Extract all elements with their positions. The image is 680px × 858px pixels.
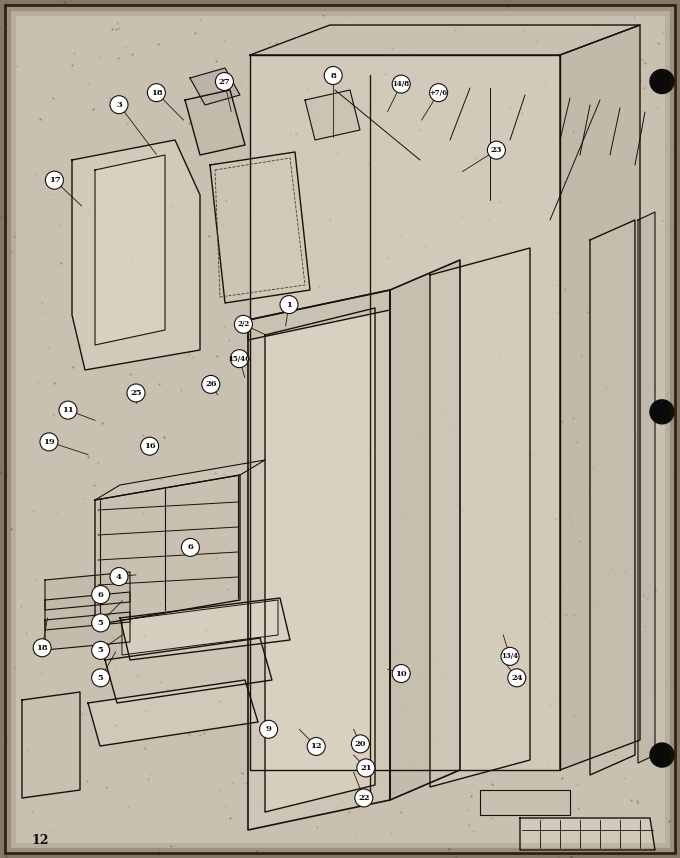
Circle shape	[59, 402, 77, 419]
Polygon shape	[45, 572, 130, 610]
Text: 8: 8	[330, 71, 336, 80]
Text: 9: 9	[266, 725, 271, 734]
Circle shape	[141, 438, 158, 455]
Circle shape	[92, 669, 109, 686]
Polygon shape	[390, 260, 460, 800]
Text: 17: 17	[48, 176, 61, 184]
Polygon shape	[95, 475, 240, 625]
Text: 10: 10	[395, 669, 407, 678]
Polygon shape	[95, 460, 265, 500]
Polygon shape	[105, 638, 272, 703]
Text: 6: 6	[98, 590, 103, 599]
Text: 4: 4	[116, 572, 122, 581]
Polygon shape	[120, 598, 290, 660]
Text: 5: 5	[98, 619, 103, 627]
Text: 5: 5	[98, 646, 103, 655]
Circle shape	[650, 69, 674, 94]
Circle shape	[501, 648, 519, 665]
Circle shape	[392, 76, 410, 93]
Polygon shape	[122, 600, 278, 655]
Polygon shape	[250, 55, 560, 770]
Circle shape	[231, 350, 248, 367]
Circle shape	[357, 759, 375, 776]
Circle shape	[92, 586, 109, 603]
Text: 1: 1	[286, 300, 292, 309]
Text: 6: 6	[188, 543, 193, 552]
Circle shape	[650, 743, 674, 767]
Circle shape	[92, 642, 109, 659]
Polygon shape	[560, 25, 640, 770]
Text: 27: 27	[218, 77, 231, 86]
Circle shape	[110, 96, 128, 113]
Text: 25: 25	[131, 389, 141, 397]
Circle shape	[110, 568, 128, 585]
Circle shape	[92, 614, 109, 631]
Text: 13/4: 13/4	[502, 652, 518, 661]
Text: 23: 23	[491, 146, 502, 154]
Text: 12: 12	[310, 742, 322, 751]
Circle shape	[430, 84, 447, 101]
Circle shape	[392, 665, 410, 682]
Circle shape	[355, 789, 373, 807]
Circle shape	[260, 721, 277, 738]
Polygon shape	[45, 612, 130, 650]
Polygon shape	[185, 90, 245, 155]
Circle shape	[148, 84, 165, 101]
Circle shape	[508, 669, 526, 686]
Text: 19: 19	[43, 438, 55, 446]
Polygon shape	[248, 290, 390, 340]
Polygon shape	[590, 220, 635, 775]
Text: 5: 5	[98, 674, 103, 682]
Polygon shape	[210, 152, 310, 303]
Text: 15/46: 15/46	[228, 354, 250, 363]
Text: 18: 18	[150, 88, 163, 97]
Circle shape	[488, 142, 505, 159]
Circle shape	[324, 67, 342, 84]
Text: 21: 21	[360, 764, 372, 772]
Circle shape	[235, 316, 252, 333]
Circle shape	[202, 376, 220, 393]
Circle shape	[40, 433, 58, 450]
Text: 18: 18	[36, 644, 48, 652]
Polygon shape	[250, 25, 640, 55]
Polygon shape	[430, 248, 530, 787]
Text: 24: 24	[511, 674, 523, 682]
Text: 22: 22	[358, 794, 369, 802]
Circle shape	[182, 539, 199, 556]
Circle shape	[307, 738, 325, 755]
Polygon shape	[72, 140, 200, 370]
Polygon shape	[480, 790, 570, 815]
Text: 16: 16	[143, 442, 156, 450]
Polygon shape	[88, 680, 258, 746]
Polygon shape	[248, 290, 390, 830]
Circle shape	[352, 735, 369, 752]
Text: 3: 3	[116, 100, 122, 109]
Text: +7/6: +7/6	[430, 88, 447, 97]
Polygon shape	[22, 692, 80, 798]
Text: 26: 26	[205, 380, 217, 389]
Polygon shape	[190, 68, 240, 105]
Polygon shape	[638, 212, 655, 763]
Circle shape	[127, 384, 145, 402]
Circle shape	[216, 73, 233, 90]
Text: 14/8: 14/8	[392, 80, 410, 88]
Circle shape	[650, 400, 674, 424]
Text: 11: 11	[62, 406, 74, 414]
Polygon shape	[520, 818, 655, 850]
Polygon shape	[265, 308, 375, 812]
Circle shape	[46, 172, 63, 189]
Text: 2/2: 2/2	[237, 320, 250, 329]
Polygon shape	[45, 592, 130, 630]
Circle shape	[280, 296, 298, 313]
Text: 20: 20	[355, 740, 366, 748]
Circle shape	[33, 639, 51, 656]
Polygon shape	[95, 155, 165, 345]
Polygon shape	[305, 90, 360, 140]
Text: 12: 12	[31, 833, 49, 847]
